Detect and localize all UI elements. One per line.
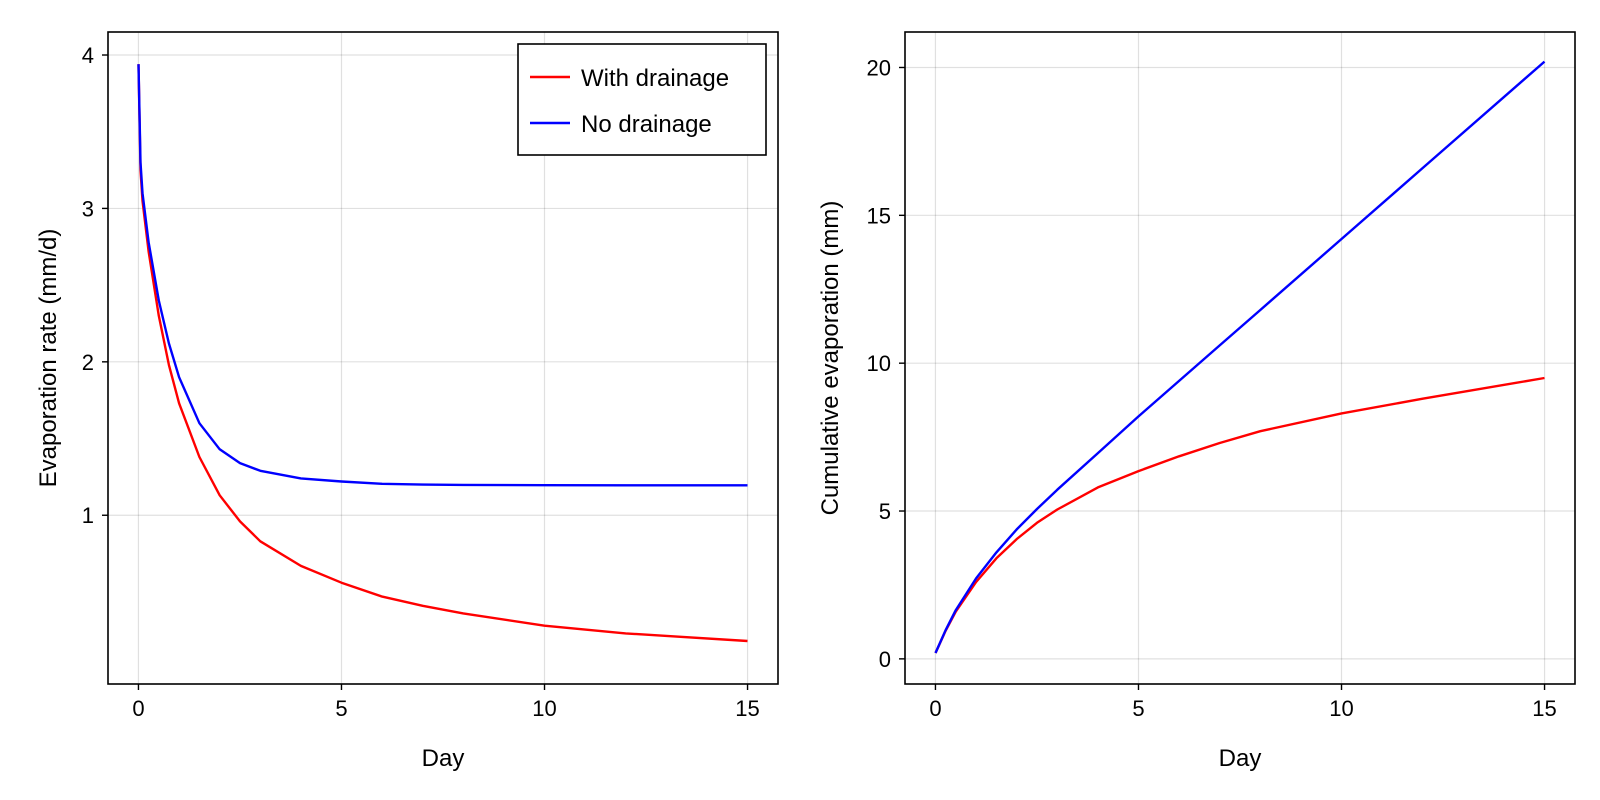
y-tick-label: 4	[82, 43, 94, 68]
x-tick-label: 10	[1329, 696, 1353, 721]
legend-box	[517, 43, 767, 156]
x-axis-label: Day	[422, 745, 465, 772]
y-axis-label: Evaporation rate (mm/d)	[35, 229, 62, 488]
series-line-with-drainage	[137, 64, 748, 643]
series-line-no-drainage	[934, 60, 1546, 654]
y-tick-label: 10	[867, 351, 891, 376]
y-tick-label: 2	[82, 350, 94, 375]
series-layer	[934, 60, 1546, 654]
series-line-no-drainage	[137, 64, 748, 487]
cumulative-evaporation-panel: 0 5 10 15 0 5 10 15 20 Day Cumulative evaporatio…	[817, 31, 1576, 772]
y-axis-label: Cumulative evaporation (mm)	[817, 201, 844, 516]
ticks-layer: 0 5 10 15 1 2 3 4	[82, 43, 760, 721]
x-tick-label: 10	[532, 696, 556, 721]
x-tick-label: 0	[929, 696, 941, 721]
series-layer	[137, 64, 748, 643]
evaporation-rate-panel: 0 5 10 15 1 2 3 4 Day Evaporation rate (mm/d) W…	[35, 31, 779, 772]
x-tick-label: 0	[132, 696, 144, 721]
plot-frame	[107, 31, 779, 685]
y-tick-label: 20	[867, 55, 891, 80]
x-tick-label: 15	[1532, 696, 1556, 721]
legend-label-with-drainage: With drainage	[581, 65, 729, 92]
y-tick-label: 5	[879, 499, 891, 524]
x-tick-label: 15	[735, 696, 759, 721]
series-line-with-drainage	[934, 376, 1545, 654]
x-axis-label: Day	[1219, 745, 1262, 772]
y-tick-label: 3	[82, 196, 94, 221]
ticks-layer: 0 5 10 15 0 5 10 15 20	[867, 55, 1557, 721]
grid-layer	[905, 32, 1575, 684]
x-tick-label: 5	[335, 696, 347, 721]
x-tick-label: 5	[1132, 696, 1144, 721]
legend-label-no-drainage: No drainage	[581, 111, 712, 138]
legend: With drainage No drainage	[517, 43, 767, 156]
y-tick-label: 0	[879, 647, 891, 672]
y-tick-label: 1	[82, 503, 94, 528]
plot-frame	[904, 31, 1576, 685]
y-tick-label: 15	[867, 203, 891, 228]
